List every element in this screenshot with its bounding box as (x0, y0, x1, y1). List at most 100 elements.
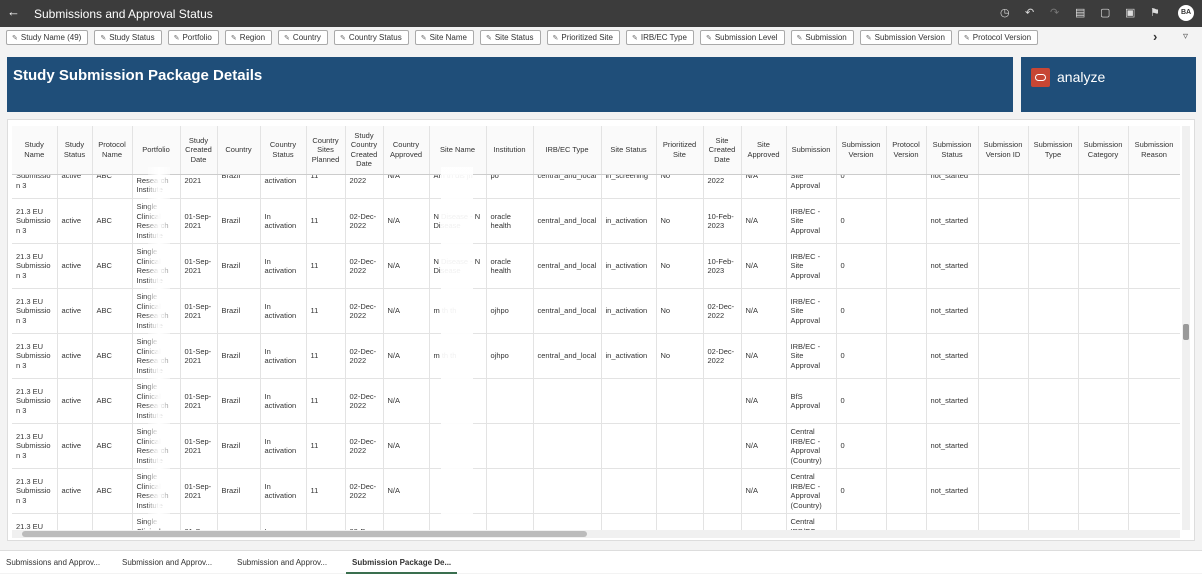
filter-chip[interactable]: Study Status (94, 30, 162, 45)
column-header[interactable]: Study Status (57, 126, 93, 175)
column-header[interactable]: Submission Version (836, 126, 887, 175)
table-cell: active (57, 468, 93, 514)
table-cell (1028, 174, 1079, 199)
table-cell: 10-Feb-2023 (703, 243, 742, 289)
column-header[interactable]: Country Sites Planned (306, 126, 346, 175)
table-cell: No (656, 174, 704, 199)
tab[interactable]: Submission and Approv... (237, 558, 328, 567)
icon[interactable]: ▣ (1125, 7, 1136, 19)
table-cell (601, 468, 657, 514)
filter-chip[interactable]: Region (224, 30, 273, 45)
table-cell: 01-Sep-2021 (180, 288, 218, 334)
table-cell (886, 243, 927, 289)
column-header[interactable]: Portfolio (132, 126, 181, 175)
filter-chip[interactable]: Prioritized Site (546, 30, 620, 45)
column-header[interactable]: Site Status (601, 126, 657, 175)
table-cell: 21.3 EU Submission 3 (12, 468, 58, 514)
table-cell: 0 (836, 198, 887, 244)
table-cell: 0 (836, 333, 887, 379)
filter-icon[interactable]: ▿ (1183, 31, 1189, 42)
tab[interactable]: Submissions and Approv... (6, 558, 101, 567)
table-cell (486, 423, 534, 469)
redo[interactable]: ↷ (1050, 7, 1060, 19)
avatar[interactable]: BA (1178, 5, 1194, 21)
table-cell: central_and_local (533, 174, 602, 199)
more-filters[interactable]: › (1153, 29, 1158, 44)
tab[interactable]: Submission Package De... (346, 558, 458, 574)
filter-chip[interactable]: Submission (790, 30, 854, 45)
table-cell: 0 (836, 288, 887, 334)
column-header[interactable]: Study Name (12, 126, 58, 175)
filter-chip[interactable]: Site Name (414, 30, 474, 45)
table-cell: ABC (92, 198, 133, 244)
column-header[interactable]: Study Created Date (180, 126, 218, 175)
filter-chip[interactable]: Site Status (479, 30, 541, 45)
h-scrollbar[interactable] (12, 530, 1180, 538)
column-header[interactable]: Prioritized Site (656, 126, 704, 175)
table-cell (1028, 288, 1079, 334)
table-cell: IRB/EC - Site Approval (786, 243, 837, 289)
filter-chip[interactable]: Submission Level (699, 30, 785, 45)
filter-chip[interactable]: Country Status (333, 30, 409, 45)
column-header[interactable]: Site Created Date (703, 126, 742, 175)
table-cell: 11 (306, 423, 346, 469)
table-cell: 21.3 EU Submission 3 (12, 243, 58, 289)
table-cell: N/A (741, 468, 787, 514)
icon[interactable]: ▢ (1100, 7, 1111, 19)
bookmark[interactable]: ⚑ (1150, 7, 1160, 19)
filter-chip[interactable]: Submission Version (859, 30, 952, 45)
tab[interactable]: Submission and Approv... (122, 558, 213, 567)
table-cell (1128, 288, 1180, 334)
column-header[interactable]: Submission (786, 126, 837, 175)
table-cell (886, 288, 927, 334)
table-cell: not_started (926, 378, 979, 424)
filter-chip[interactable]: Study Name (49) (6, 30, 89, 45)
v-scroll-thumb[interactable] (1183, 324, 1189, 340)
table-cell: Central IRB/EC - Approval (Country) (786, 513, 837, 531)
table-cell: N/A (383, 378, 430, 424)
table-cell: in_activation (601, 288, 657, 334)
filter-chip[interactable]: Portfolio (167, 30, 219, 45)
column-header[interactable]: Study Country Created Date (345, 126, 384, 175)
filter-chip[interactable]: Protocol Version (957, 30, 1039, 45)
h-scroll-thumb[interactable] (22, 531, 587, 537)
redaction (148, 167, 170, 527)
column-header[interactable]: IRB/EC Type (533, 126, 602, 175)
table-cell (886, 378, 927, 424)
table-cell (533, 378, 602, 424)
banner-title: Study Submission Package Details (7, 57, 1013, 112)
column-header[interactable]: Submission Reason (1128, 126, 1180, 175)
table-cell: In activation (260, 423, 307, 469)
back-button[interactable]: ← (7, 4, 20, 19)
undo[interactable]: ↶ (1025, 7, 1035, 19)
column-header[interactable]: Submission Version ID (978, 126, 1029, 175)
table-cell (1128, 198, 1180, 244)
column-header[interactable]: Institution (486, 126, 534, 175)
table-cell: In activation (260, 333, 307, 379)
filter-chip[interactable]: IRB/EC Type (625, 30, 694, 45)
icon[interactable]: ◷ (1000, 7, 1010, 19)
column-header[interactable]: Country Approved (383, 126, 430, 175)
column-header[interactable]: Site Approved (741, 126, 787, 175)
column-header[interactable]: Protocol Version (886, 126, 927, 175)
column-header[interactable]: Country Status (260, 126, 307, 175)
column-header[interactable]: Submission Type (1028, 126, 1079, 175)
table-cell: central_and_local (533, 333, 602, 379)
filter-chip[interactable]: Country (278, 30, 328, 45)
table-cell: N/A (383, 423, 430, 469)
filter-bar: Study Name (49) Study Status Portfolio Regi… (6, 30, 1039, 45)
column-header[interactable]: Site Name (429, 126, 487, 175)
v-scrollbar[interactable] (1182, 126, 1190, 530)
icon[interactable]: ▤ (1075, 7, 1086, 19)
table-cell: ojhpo (486, 288, 534, 334)
table-cell (1078, 288, 1129, 334)
table-cell (656, 513, 704, 531)
table-cell: 01-Sep-2021 (180, 333, 218, 379)
table-cell: 21.3 EU Submission 3 (12, 288, 58, 334)
column-header[interactable]: Submission Status (926, 126, 979, 175)
table-cell: in_activation (601, 198, 657, 244)
table-cell: N/A (741, 378, 787, 424)
column-header[interactable]: Protocol Name (92, 126, 133, 175)
column-header[interactable]: Submission Category (1078, 126, 1129, 175)
column-header[interactable]: Country (217, 126, 261, 175)
